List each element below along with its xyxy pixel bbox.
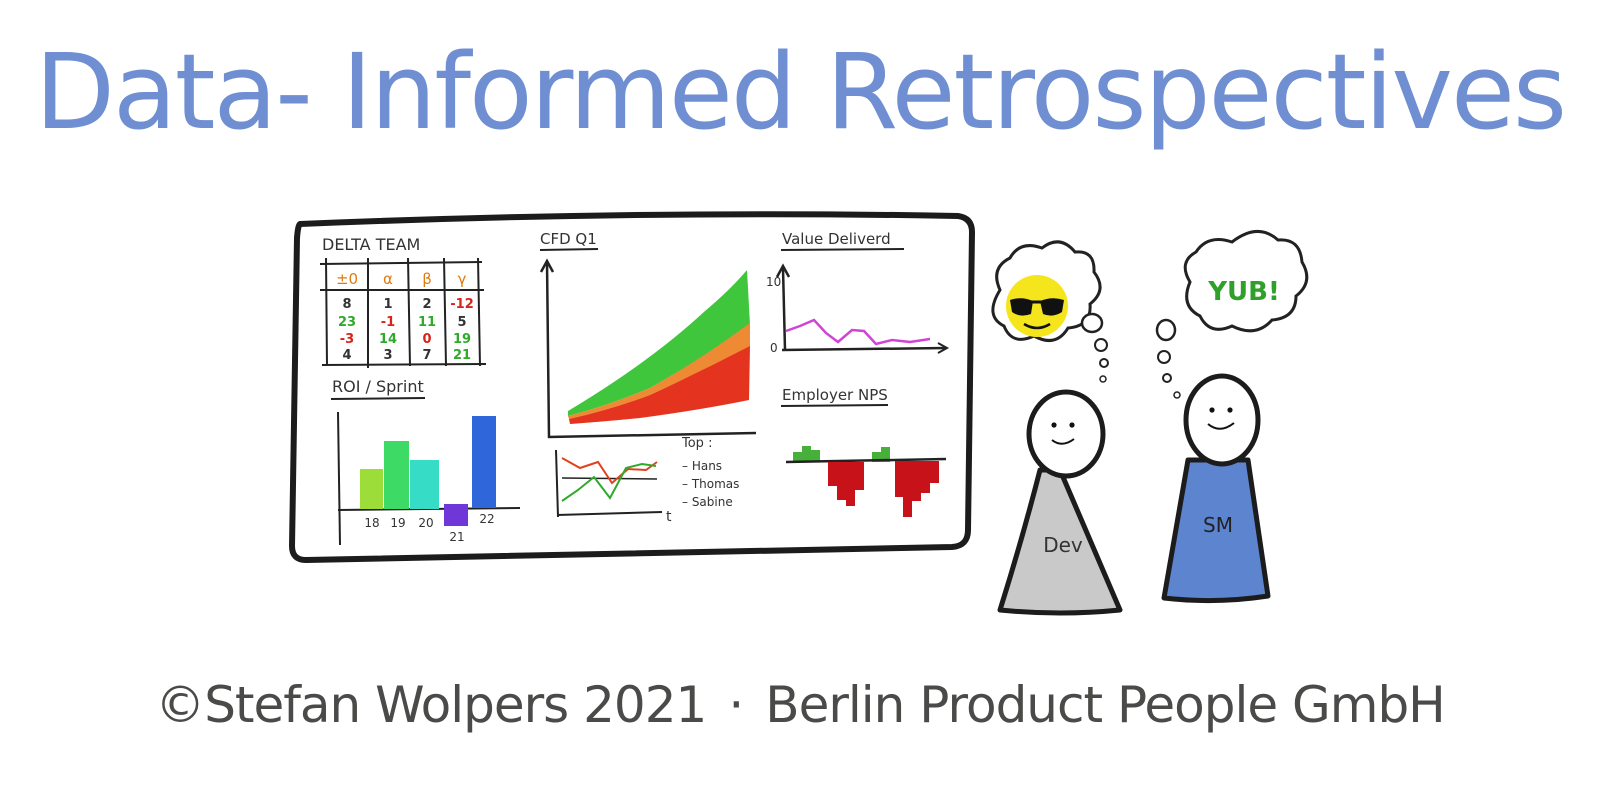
dev-label: Dev [1043, 533, 1083, 557]
nps-negative-bars [828, 461, 939, 517]
sunglasses-icon [1010, 298, 1064, 316]
footer: ©Stefan Wolpers 2021 · Berlin Product Peop… [0, 675, 1600, 735]
page-title: Data- Informed Retrospectives [34, 31, 1567, 153]
nps-positive-bars [793, 446, 890, 462]
delta-team-headers: ±0 α β γ [336, 270, 467, 288]
cfd-area-red [569, 346, 750, 424]
cfd-top-label: Top : [681, 436, 712, 451]
footer-separator: · [728, 676, 744, 734]
delta-cell: 14 [379, 332, 397, 347]
roi-title: ROI / Sprint [332, 377, 424, 396]
delta-cell: 4 [342, 348, 351, 363]
cfd-title: CFD Q1 [540, 230, 597, 248]
delta-header-3: γ [458, 270, 467, 288]
value-line [785, 318, 931, 346]
cfd-name: – Sabine [682, 495, 733, 509]
value-title: Value Deliverd [782, 230, 891, 248]
delta-cell: -12 [450, 297, 474, 312]
delta-header-1: α [383, 270, 393, 288]
dev-head [1026, 389, 1106, 479]
roi-label: 22 [479, 512, 494, 526]
delta-cell: 19 [453, 332, 471, 347]
roi-label: 20 [418, 516, 433, 530]
roi-bar [472, 416, 496, 508]
delta-cell: 5 [457, 315, 466, 330]
delta-cell: 7 [422, 348, 431, 363]
delta-cell: 11 [418, 315, 436, 330]
delta-cell: -3 [340, 332, 354, 347]
cfd-name: – Thomas [682, 477, 739, 491]
delta-header-2: β [422, 270, 432, 288]
delta-cell: 0 [422, 332, 431, 347]
value-y-max: 10 [766, 275, 781, 289]
delta-cell: 1 [383, 297, 392, 312]
roi-bar [384, 441, 409, 509]
speech-text: YUB! [1207, 277, 1280, 307]
delta-cell: 8 [342, 297, 351, 312]
dev-thought-bubble [991, 240, 1109, 383]
delta-header-0: ±0 [336, 270, 358, 288]
cfd-area-green [568, 270, 750, 416]
delta-cell: 23 [338, 315, 356, 330]
roi-label: 21 [449, 530, 464, 544]
cfd-name: – Hans [682, 459, 722, 473]
footer-company: Berlin Product People GmbH [765, 676, 1446, 734]
sm-character: SM [1161, 373, 1271, 604]
roi-label: 18 [364, 516, 379, 530]
sm-head [1183, 373, 1261, 467]
delta-cell: -1 [381, 315, 395, 330]
sun-icon [1006, 275, 1068, 337]
cfd-panel: CFD Q1 t Top : – Hans – Thomas – Sabine [539, 230, 757, 525]
delta-team-title: DELTA TEAM [322, 235, 420, 254]
footer-author: ©Stefan Wolpers 2021 [155, 676, 707, 734]
value-y-min: 0 [770, 341, 778, 355]
nps-title: Employer NPS [782, 386, 888, 404]
roi-label: 19 [390, 516, 405, 530]
dev-character: Dev [997, 389, 1123, 616]
roi-bar [444, 504, 468, 526]
delta-cell: 21 [453, 348, 471, 363]
delta-team-cells: 8 1 2 -12 23 -1 11 5 -3 14 0 19 4 3 7 21 [338, 297, 474, 363]
employer-nps-panel: Employer NPS [780, 386, 947, 517]
roi-sprint-panel: ROI / Sprint 18 19 20 21 22 [330, 377, 521, 546]
sm-label: SM [1203, 513, 1233, 537]
delta-team-grid [319, 257, 487, 368]
delta-team-panel: DELTA TEAM ±0 α β γ 8 1 2 [319, 235, 487, 368]
sm-speech-bubble: YUB! [1155, 230, 1309, 399]
whiteboard: DELTA TEAM ±0 α β γ 8 1 2 [289, 211, 975, 563]
roi-bar [410, 460, 439, 509]
delta-cell: 3 [383, 348, 392, 363]
roi-bar [360, 469, 383, 509]
value-delivered-panel: Value Deliverd 10 0 [766, 230, 950, 355]
cfd-axis-t: t [666, 509, 672, 525]
delta-cell: 2 [422, 297, 431, 312]
